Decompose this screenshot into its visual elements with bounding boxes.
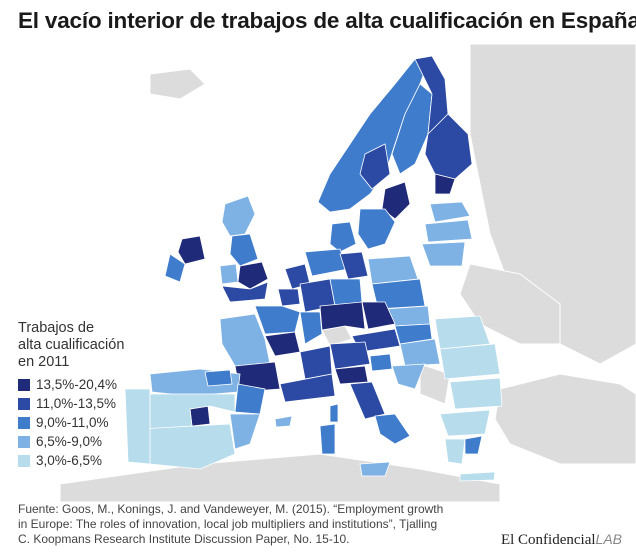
legend: Trabajos de alta cualificación en 2011 1… <box>18 320 168 470</box>
region-spain-madrid <box>189 405 211 427</box>
brand-name: El Confidencial <box>500 532 596 548</box>
region-sweden-south <box>357 208 396 250</box>
region-croatia <box>391 363 426 390</box>
turkey-region <box>494 373 636 465</box>
region-germany-south <box>319 301 366 331</box>
non-data-land <box>59 44 636 502</box>
legend-swatch <box>18 378 30 391</box>
region-finland-south <box>424 113 473 180</box>
region-greece-north <box>439 409 491 437</box>
region-greece-athens <box>464 435 483 455</box>
region-belgium <box>277 288 301 307</box>
europe-map <box>59 44 636 502</box>
legend-item: 9,0%-11,0% <box>18 413 168 432</box>
region-romania-north <box>434 315 491 350</box>
region-spain-basque <box>204 369 233 387</box>
region-london <box>237 261 269 290</box>
region-italy-south <box>374 413 411 445</box>
source-line: Fuente: Goos, M., Konings, J. and Vandew… <box>18 502 444 516</box>
balkan-non-data <box>419 363 451 405</box>
region-france-paris <box>264 331 301 357</box>
legend-title: Trabajos de alta cualificación en 2011 <box>18 320 168 371</box>
legend-swatch <box>18 454 30 467</box>
legend-title-line: en 2011 <box>18 354 70 370</box>
legend-item: 6,5%-9,0% <box>18 432 168 451</box>
region-portugal <box>124 388 151 465</box>
region-lithuania <box>421 241 466 267</box>
legend-label: 6,5%-9,0% <box>36 434 103 449</box>
source-note: Fuente: Goos, M., Konings, J. and Vandew… <box>18 502 498 547</box>
region-bulgaria <box>449 377 503 410</box>
legend-label: 9,0%-11,0% <box>36 415 109 430</box>
region-germany-central <box>329 278 363 307</box>
map-title: El vacío interior de trabajos de alta cu… <box>18 8 636 33</box>
belarus-ukraine <box>459 263 561 345</box>
region-crete <box>459 471 496 482</box>
legend-swatch <box>18 397 30 410</box>
region-corsica <box>329 403 339 423</box>
region-n-england <box>229 233 259 267</box>
region-ireland-dublin <box>177 235 206 265</box>
region-slovakia <box>394 323 433 345</box>
region-hungary <box>399 338 441 367</box>
region-latvia <box>424 219 473 243</box>
region-sweden-north <box>391 83 433 175</box>
source-line: C. Koopmans Research Institute Discussio… <box>18 532 350 546</box>
region-france-south <box>279 373 336 403</box>
data-regions <box>124 55 503 482</box>
legend-label: 3,0%-6,5% <box>36 453 103 468</box>
region-slovenia <box>369 353 393 372</box>
region-estonia <box>429 201 471 223</box>
legend-swatch <box>18 435 30 448</box>
region-norway-oslo <box>359 143 391 190</box>
region-sardinia <box>319 423 336 455</box>
iceland <box>149 68 206 100</box>
region-sicily <box>359 461 391 477</box>
region-wales <box>219 263 239 285</box>
source-line: in Europe: The roles of innovation, loca… <box>18 517 438 531</box>
region-czechia-prague <box>361 301 396 330</box>
legend-title-line: Trabajos de <box>18 320 95 336</box>
region-france-north <box>254 305 301 335</box>
region-denmark <box>329 221 357 253</box>
region-italy-north <box>329 341 371 370</box>
legend-item: 13,5%-20,4% <box>18 375 168 394</box>
legend-item: 3,0%-6,5% <box>18 451 168 470</box>
legend-title-line: alta cualificación <box>18 337 125 353</box>
legend-label: 11,0%-13,5% <box>36 396 117 411</box>
region-greece-south <box>444 438 466 465</box>
region-scotland <box>221 195 256 237</box>
region-s-england <box>221 281 269 303</box>
legend-item: 11,0%-13,5% <box>18 394 168 413</box>
region-romania-south <box>439 343 501 380</box>
region-germany-berlin <box>339 251 369 280</box>
region-balearic <box>274 415 293 428</box>
region-italy-central <box>349 381 386 420</box>
legend-label: 13,5%-20,4% <box>36 377 118 392</box>
region-spain-catalonia <box>234 383 266 415</box>
region-france-rhone <box>299 345 333 380</box>
brand-logo: El ConfidencialLAB <box>501 531 622 549</box>
brand-suffix: LAB <box>595 531 622 547</box>
region-italy-lombardy <box>334 365 369 385</box>
region-ireland-west <box>164 253 186 283</box>
region-germany-north <box>304 248 349 277</box>
region-france-east <box>299 311 323 345</box>
region-sweden-stockholm <box>381 181 411 220</box>
legend-swatch <box>18 416 30 429</box>
region-spain-valencia <box>229 413 261 450</box>
region-finland-helsinki <box>434 173 456 195</box>
